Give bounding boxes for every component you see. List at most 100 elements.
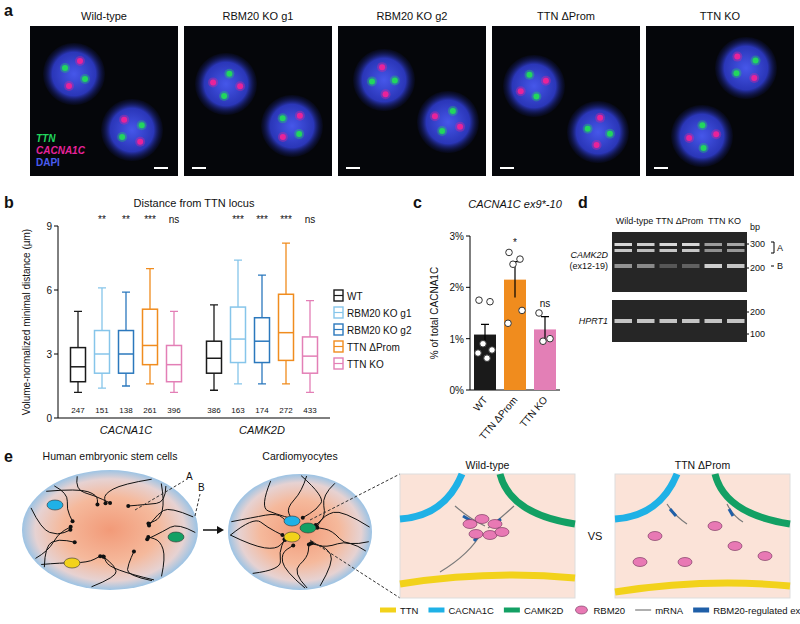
n-count: 174 [255, 406, 269, 415]
data-point [475, 350, 482, 357]
mrna [667, 504, 687, 524]
whisker-low [146, 365, 154, 384]
gel-band [660, 319, 678, 323]
panel-letter: a [4, 2, 13, 19]
median [231, 338, 246, 340]
whisker-low [282, 360, 290, 383]
median [143, 345, 158, 347]
ttn-spot-glow [583, 124, 593, 134]
gel-band [682, 243, 700, 246]
gel-band [637, 249, 655, 252]
zoom-bg [615, 474, 790, 598]
ttn-spot [62, 65, 68, 71]
ttn-spot [607, 131, 613, 137]
cacna1c-spot-glow [278, 132, 288, 142]
legend-swatch [693, 608, 709, 613]
chromosome-fiber [316, 483, 335, 525]
ttn-spot [699, 122, 705, 128]
significance: ns [540, 298, 551, 309]
cacna1c-locus [400, 474, 462, 519]
cacna1c-spot [121, 117, 127, 123]
gel-band [637, 319, 655, 323]
gel-band [615, 319, 633, 323]
ttn-spot [296, 131, 302, 137]
ttn-spot-glow [224, 69, 234, 79]
whisker-low [74, 382, 82, 393]
legend-label: TTN ΔProm [347, 342, 400, 353]
cacna1c-spot-glow [135, 137, 145, 147]
ttn-spot-glow [437, 126, 447, 136]
n-count: 272 [279, 406, 293, 415]
x-tick-label: CACNA1C [100, 424, 153, 436]
ttn-spot [280, 115, 286, 121]
rbm20 [469, 530, 483, 539]
n-count: 386 [207, 406, 221, 415]
fiber-end [307, 543, 311, 547]
gel-label: CAMK2D [570, 250, 608, 260]
bar [534, 329, 556, 390]
significance: ns [305, 214, 316, 225]
y-tick-label: 0% [450, 385, 465, 396]
y-axis-label: Volume-normalized minimal distance (µm) [21, 229, 32, 415]
nucleus-diagram [22, 470, 198, 590]
cacna1c-spot-glow [208, 77, 218, 87]
gel-band [615, 264, 633, 268]
whisker-high [146, 269, 154, 310]
plot-area [474, 249, 556, 390]
whisker-low [122, 373, 130, 386]
rbm20 [728, 542, 742, 551]
legend-label: RBM20 KO g1 [347, 308, 412, 319]
chromosome-fiber [297, 545, 309, 588]
whisker-low [210, 373, 218, 390]
fiber-end [146, 535, 150, 539]
rbm20 [678, 558, 692, 567]
image-bg [492, 26, 640, 176]
ttn-spot-glow [699, 143, 709, 153]
n-count: 247 [71, 406, 85, 415]
fiber-end [291, 543, 295, 547]
significance: * [513, 237, 517, 248]
y-tick [54, 354, 58, 355]
cacna1c-spot-glow [711, 129, 721, 139]
ttn-spot-glow [731, 68, 741, 78]
cacna1c-spot [210, 79, 216, 85]
fiber-end [68, 528, 72, 532]
n-count: 138 [119, 406, 133, 415]
band-label: A [777, 243, 783, 253]
n-count: 151 [95, 406, 109, 415]
cacna1c-spot-glow [455, 122, 465, 132]
nucleus-shape [22, 470, 198, 590]
micrograph [646, 26, 794, 176]
data-point [484, 355, 491, 362]
ttn-locus [400, 575, 575, 584]
chart-title: Distance from TTN locus [134, 197, 255, 209]
band-bracket [771, 266, 774, 267]
y-tick-label: 3% [450, 231, 465, 242]
median [255, 340, 270, 342]
chromosome-fiber [230, 521, 282, 535]
nucleus [261, 95, 323, 157]
cacna1c-spot [280, 134, 286, 140]
ttn-spot [119, 134, 125, 140]
y-tick [466, 287, 470, 288]
legend-swatch-median [334, 346, 343, 347]
cacna1c-spot [597, 115, 603, 121]
y-tick-label: 2% [450, 282, 465, 293]
gel [612, 232, 747, 292]
box [207, 341, 222, 373]
gel-band [615, 249, 633, 252]
ttn-spot-glow [137, 120, 147, 130]
marker-tick [747, 312, 749, 313]
chromosome-fiber [149, 509, 193, 525]
rbm20 [758, 552, 772, 561]
median [303, 355, 318, 357]
gel-band [705, 319, 723, 323]
median [167, 364, 182, 366]
gene-locus [300, 523, 316, 533]
y-axis-label: % of total CACNA1C [429, 267, 440, 359]
image-label: TTN KO [700, 10, 741, 22]
fiber-end [71, 519, 75, 523]
scale-bar [500, 167, 514, 169]
micrograph [184, 26, 332, 176]
cacna1c-spot [432, 113, 438, 119]
